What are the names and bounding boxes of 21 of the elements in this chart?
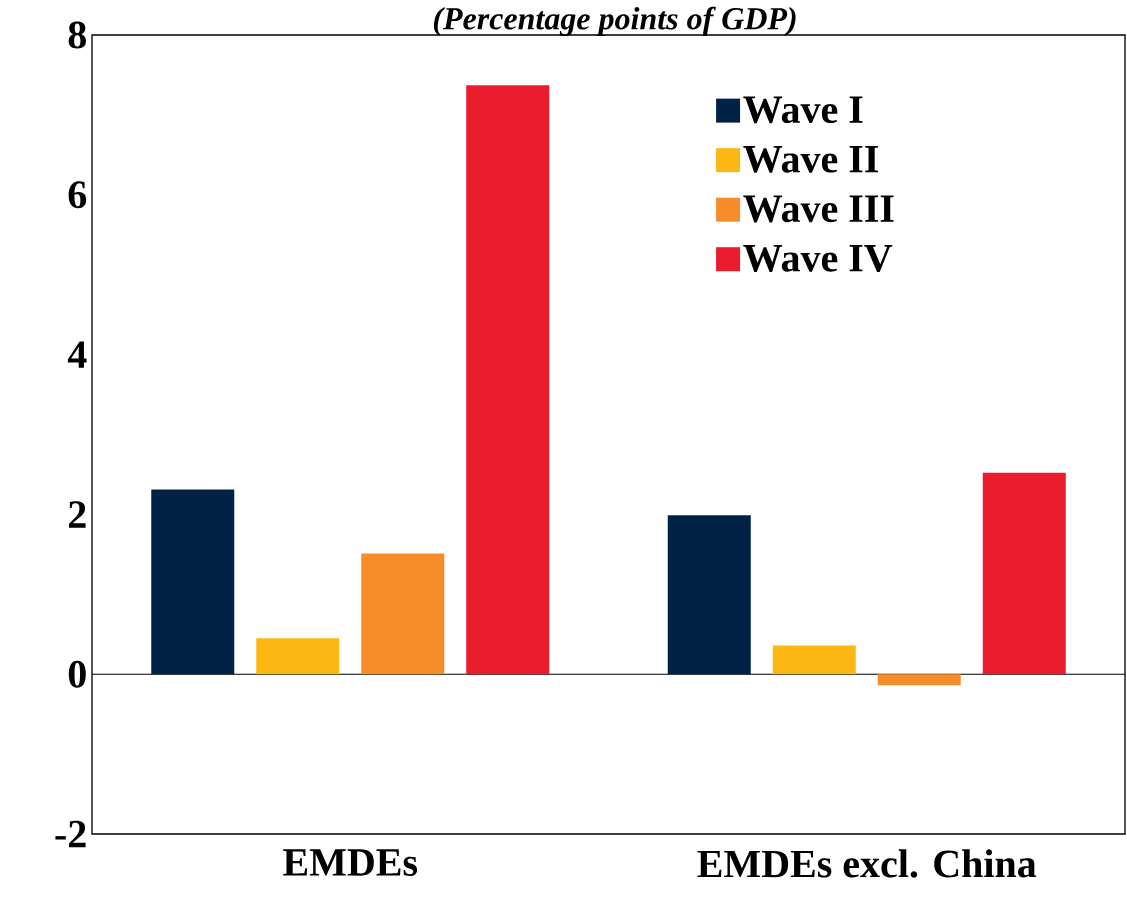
x-tick-label: EMDEs bbox=[283, 849, 418, 876]
bar bbox=[466, 85, 550, 675]
y-tick-label: 4 bbox=[67, 341, 87, 368]
x-tick-label: EMDEs excl. China bbox=[697, 849, 1037, 878]
legend-label: Wave II bbox=[743, 146, 879, 173]
y-tick-label: 8 bbox=[68, 21, 86, 49]
legend-label: Wave I bbox=[743, 96, 863, 124]
legend-label: Wave IV bbox=[743, 245, 893, 272]
y-tick-label: 2 bbox=[68, 501, 86, 528]
chart-subtitle: (Percentage points of GDP) bbox=[433, 6, 796, 37]
bar bbox=[361, 553, 445, 675]
legend-label: Wave III bbox=[743, 195, 894, 223]
bar bbox=[982, 472, 1066, 675]
y-tick-label: -2 bbox=[55, 820, 86, 848]
bar bbox=[772, 645, 856, 675]
bar bbox=[667, 515, 751, 675]
bar bbox=[151, 489, 235, 675]
y-tick-label: 6 bbox=[68, 181, 87, 209]
bar bbox=[256, 638, 340, 675]
bar bbox=[877, 674, 961, 686]
y-tick-label: 0 bbox=[68, 660, 86, 688]
